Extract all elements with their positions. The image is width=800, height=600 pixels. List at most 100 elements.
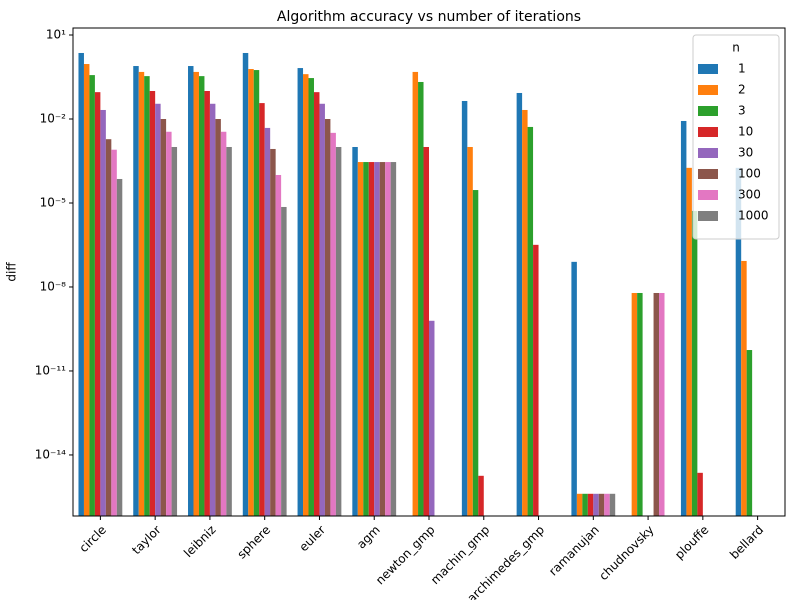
bar <box>160 118 167 516</box>
bar <box>357 162 364 517</box>
legend-label: 3 <box>738 104 746 118</box>
bar <box>308 78 314 517</box>
bar <box>374 162 380 517</box>
bar <box>659 292 665 516</box>
legend-swatch <box>698 127 718 137</box>
bar <box>587 493 594 516</box>
bar <box>522 109 528 516</box>
bar <box>226 146 232 516</box>
bar <box>746 350 753 516</box>
x-tick-label: chudnovsky <box>596 523 656 583</box>
bar <box>198 76 205 516</box>
bar <box>363 162 369 517</box>
chart-title: Algorithm accuracy vs number of iteratio… <box>277 9 581 25</box>
bar <box>390 162 397 517</box>
bar <box>379 162 386 517</box>
y-tick-label: 10⁻⁸ <box>40 279 67 293</box>
bar <box>259 103 265 517</box>
bar <box>418 81 424 516</box>
legend-label: 1000 <box>738 209 769 223</box>
bar <box>149 91 156 517</box>
bar <box>220 131 227 516</box>
bar <box>697 472 703 516</box>
bar <box>478 475 484 516</box>
y-tick-label: 10⁻⁵ <box>40 195 67 209</box>
bar <box>527 126 534 516</box>
bar <box>582 493 588 516</box>
bar <box>94 92 101 516</box>
bar <box>100 109 106 516</box>
bar <box>609 493 616 516</box>
bar <box>691 210 698 517</box>
bar <box>423 146 429 516</box>
bar <box>472 190 479 516</box>
bar <box>335 146 342 516</box>
bar <box>631 292 638 516</box>
legend-swatch <box>698 211 718 221</box>
bar <box>467 146 473 516</box>
bar <box>253 70 260 516</box>
bar <box>171 146 178 516</box>
bar <box>533 244 539 517</box>
bar <box>133 66 139 517</box>
x-tick-label: bellard <box>727 523 766 562</box>
bar <box>429 320 435 516</box>
bar <box>313 92 320 516</box>
y-tick-label: 10¹ <box>46 28 66 42</box>
legend-swatch <box>698 85 718 95</box>
bar <box>604 493 610 516</box>
bar <box>144 76 150 516</box>
bar <box>83 64 90 516</box>
bar <box>324 118 331 516</box>
bar <box>281 206 287 516</box>
legend-swatch <box>698 106 718 116</box>
bar <box>166 131 172 516</box>
bar <box>297 68 304 516</box>
bar <box>242 52 249 517</box>
bar <box>248 69 254 517</box>
bar <box>516 92 523 517</box>
bar <box>576 493 583 516</box>
legend-title: n <box>732 41 740 55</box>
bar <box>303 74 309 516</box>
bar <box>116 178 123 516</box>
bar <box>352 146 358 516</box>
bar <box>155 103 161 517</box>
x-tick-label: leibniz <box>181 523 218 560</box>
legend-label: 100 <box>738 167 761 181</box>
bar <box>105 139 112 516</box>
x-tick-label: taylor <box>129 523 164 558</box>
x-tick-label: ramanujan <box>546 523 602 579</box>
x-tick-label: plouffe <box>672 523 711 562</box>
x-tick-label: sphere <box>234 523 273 562</box>
bar <box>686 167 692 516</box>
legend-swatch <box>698 169 718 179</box>
bar <box>741 260 747 516</box>
legend-label: 10 <box>738 125 753 139</box>
x-tick-label: circle <box>77 523 109 555</box>
bar <box>275 174 282 517</box>
legend-swatch <box>698 148 718 158</box>
bar <box>385 162 391 517</box>
bar <box>735 167 742 516</box>
bar <box>571 261 577 516</box>
legend-swatch <box>698 190 718 200</box>
y-tick-label: 10⁻¹¹ <box>35 363 66 377</box>
bar <box>264 127 271 516</box>
legend-label: 300 <box>738 188 761 202</box>
x-tick-label: euler <box>296 523 328 555</box>
bar <box>637 292 643 516</box>
bar <box>111 149 117 516</box>
bar <box>78 52 84 517</box>
y-tick-label: 10⁻² <box>40 111 67 125</box>
bar <box>193 71 199 516</box>
legend-swatch <box>698 64 718 74</box>
bar <box>270 148 276 516</box>
legend-label: 30 <box>738 146 753 160</box>
x-tick-label: agm <box>354 523 383 552</box>
bar <box>593 493 599 516</box>
bar <box>330 132 336 516</box>
y-tick-label: 10⁻¹⁴ <box>35 447 66 461</box>
bar <box>215 118 221 516</box>
